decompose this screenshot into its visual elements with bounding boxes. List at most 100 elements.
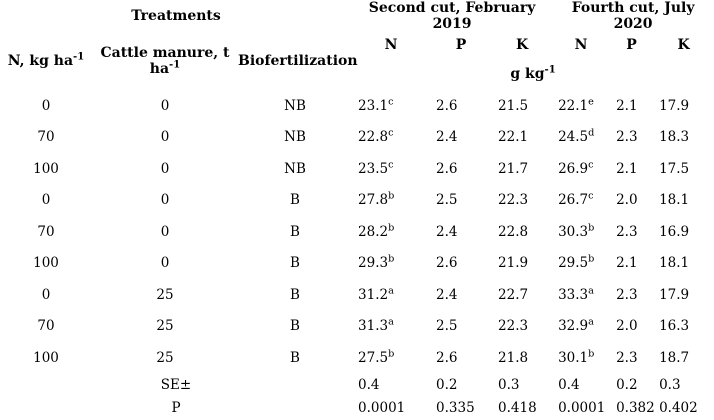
value-cell: 23.5c [358, 159, 394, 177]
data-row: 70 25 B 31.3a 2.5 22.3 32.9a 2.0 16.3 [0, 311, 714, 343]
treatment-cell: 0 [160, 97, 170, 114]
value-cell: 18.1 [659, 255, 690, 272]
data-row: 100 25 B 27.5b 2.6 21.8 30.1b 2.3 18.7 [0, 342, 714, 374]
second-cut-header: Second cut, February 2019 [368, 0, 536, 32]
stat-value-cell: 0.0001 [558, 400, 606, 416]
value-cell: 2.6 [436, 255, 458, 272]
unit-sup: -1 [544, 64, 556, 76]
significance-letter: a [588, 316, 594, 328]
stat-value-cell: 0.335 [436, 400, 475, 416]
significance-letter: b [588, 222, 595, 234]
treatment-cell: B [290, 223, 300, 240]
value-cell: 2.5 [436, 192, 458, 209]
value-cell: 2.3 [616, 129, 638, 146]
value-cell: 2.4 [436, 286, 458, 303]
value-cell: 22.1e [558, 96, 594, 114]
stat-label-cell: P [171, 400, 181, 416]
treatment-cell: 25 [156, 349, 174, 366]
data-row: 100 0 NB 23.5c 2.6 21.7 26.9c 2.1 17.5 [0, 153, 714, 185]
col-header-biofertilization: Biofertilization [238, 32, 358, 90]
value-cell: 30.3b [558, 222, 595, 240]
value-cell: 22.8 [498, 223, 529, 240]
value-cell: 2.5 [436, 318, 458, 335]
value-cell: 31.3a [358, 316, 394, 335]
value-cell: 27.8b [358, 190, 395, 209]
treatment-cell: B [290, 318, 300, 335]
col-header-cattle-manure: Cattle manure, t ha-1 [92, 32, 238, 90]
unit-header: g kg-1 [352, 58, 714, 90]
treatment-cell: 0 [41, 192, 51, 209]
value-cell: 23.1c [358, 96, 394, 114]
value-cell: 28.2b [358, 222, 395, 240]
stat-value-cell: 0.418 [498, 400, 537, 416]
data-row: 0 25 B 31.2a 2.4 22.7 33.3a 2.3 17.9 [0, 279, 714, 311]
significance-letter: a [388, 285, 394, 297]
value-cell: 29.5b [558, 253, 595, 272]
table-body: 0 0 NB 23.1c 2.6 21.5 22.1e 2.1 17.9 70 0 NB 22.8c 2.… [0, 90, 714, 420]
treatment-cell: B [290, 286, 300, 303]
treatment-cell: 25 [156, 286, 174, 303]
col-header-k-2019: K [515, 37, 529, 53]
significance-letter: e [588, 96, 594, 108]
data-row: 70 0 B 28.2b 2.4 22.8 30.3b 2.3 16.9 [0, 216, 714, 248]
table-header: Treatments Second cut, February 2019 Fou… [0, 0, 714, 90]
col-header-n-2019: N [384, 37, 398, 53]
value-cell: 2.1 [616, 97, 638, 114]
header-unit-row: g kg-1 [0, 58, 714, 90]
treatment-cell: 0 [160, 192, 170, 209]
treatment-cell: NB [284, 129, 306, 146]
value-cell: 31.2a [358, 285, 394, 303]
significance-letter: b [388, 348, 395, 360]
treatment-cell: B [290, 255, 300, 272]
data-row: 70 0 NB 22.8c 2.4 22.1 24.5d 2.3 18.3 [0, 122, 714, 154]
col-header-n-2020: N [574, 37, 588, 53]
significance-letter: c [588, 159, 594, 171]
treatment-cell: 0 [41, 97, 51, 114]
value-cell: 2.6 [436, 97, 458, 114]
header-group-row: Treatments Second cut, February 2019 Fou… [0, 0, 714, 32]
value-cell: 26.9c [558, 159, 594, 177]
treatment-cell: B [290, 349, 300, 366]
significance-letter: d [588, 127, 595, 139]
value-cell: 2.3 [616, 286, 638, 303]
significance-letter: c [388, 96, 394, 108]
stat-value-cell: 0.382 [616, 400, 655, 416]
treatment-cell: 100 [33, 349, 59, 366]
value-cell: 21.8 [498, 349, 529, 366]
value-cell: 22.8c [358, 127, 394, 146]
treatment-cell: 0 [160, 160, 170, 177]
treatment-cell: NB [284, 97, 306, 114]
significance-letter: a [388, 316, 394, 328]
stat-value-cell: 0.2 [436, 377, 458, 393]
significance-letter: a [588, 285, 594, 297]
value-cell: 18.3 [659, 129, 690, 146]
value-cell: 16.3 [659, 318, 690, 335]
value-cell: 26.7c [558, 190, 594, 209]
significance-letter: b [588, 348, 595, 360]
fourth-cut-header: Fourth cut, July 2020 [571, 0, 695, 32]
treatment-cell: 0 [160, 255, 170, 272]
value-cell: 21.9 [498, 255, 529, 272]
value-cell: 21.7 [498, 160, 529, 177]
treatment-cell: 100 [33, 160, 59, 177]
significance-letter: b [588, 253, 595, 265]
treatment-cell: NB [284, 160, 306, 177]
value-cell: 2.1 [616, 160, 638, 177]
value-cell: 18.7 [659, 349, 690, 366]
stat-value-cell: 0.3 [659, 377, 681, 393]
data-row: 0 0 B 27.8b 2.5 22.3 26.7c 2.0 18.1 [0, 185, 714, 217]
col-header-biofertilization-label: Biofertilization [238, 53, 358, 69]
treatment-cell: 100 [33, 255, 59, 272]
col-header-cattle-manure-sup: -1 [169, 59, 181, 71]
value-cell: 21.5 [498, 97, 529, 114]
stat-value-cell: 0.402 [659, 400, 698, 416]
value-cell: 29.3b [358, 253, 395, 272]
value-cell: 2.6 [436, 349, 458, 366]
value-cell: 17.9 [659, 97, 690, 114]
value-cell: 22.3 [498, 192, 529, 209]
value-cell: 2.6 [436, 160, 458, 177]
significance-letter: c [588, 190, 594, 202]
significance-letter: b [388, 253, 395, 265]
treatments-header: Treatments [131, 8, 221, 24]
